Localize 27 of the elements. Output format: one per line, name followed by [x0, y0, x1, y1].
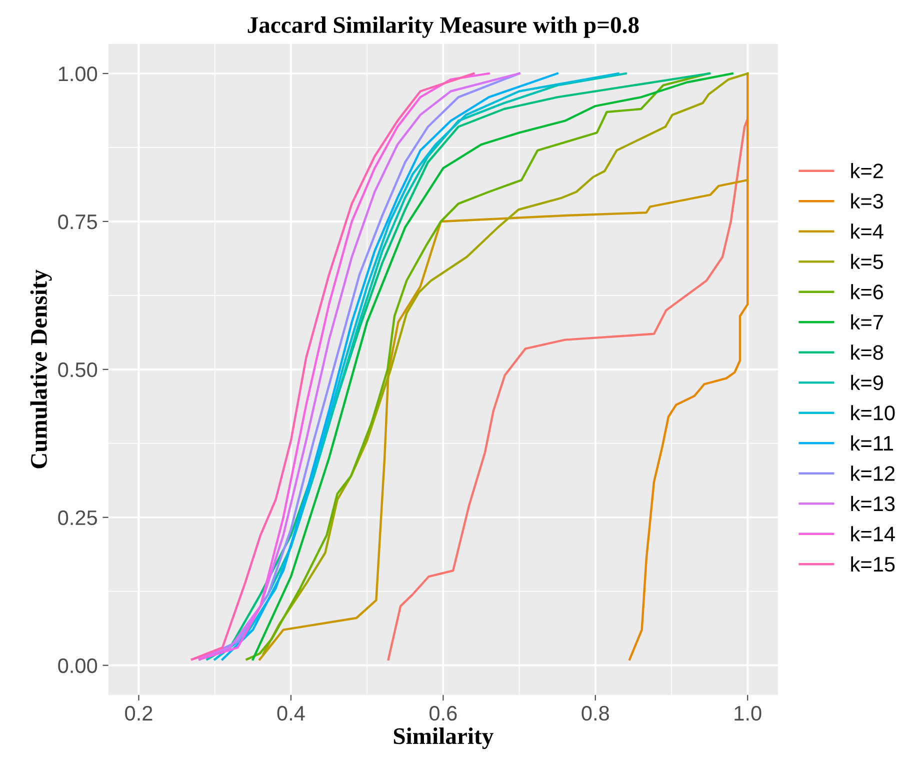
y-tick-label: 1.00	[58, 66, 98, 82]
x-tick-label: 0.8	[582, 706, 609, 721]
y-tick-label: 0.50	[58, 362, 98, 378]
legend-label: k=12	[851, 466, 894, 481]
x-tick-label: 0.2	[125, 706, 152, 721]
y-tick-label: 0.75	[58, 214, 98, 230]
legend-label: k=4	[851, 224, 884, 239]
legend-label: k=13	[851, 496, 895, 512]
x-tick-label: 0.4	[277, 706, 305, 721]
x-axis-title: Similarity	[394, 728, 494, 750]
legend-label: k=5	[851, 254, 884, 270]
legend-label: k=8	[851, 344, 884, 360]
x-tick-label: 1.0	[734, 706, 762, 721]
y-tick-label: 0.25	[58, 510, 98, 526]
legend-label: k=7	[851, 314, 883, 330]
legend-label: k=10	[851, 405, 895, 420]
legend-label: k=6	[851, 284, 884, 300]
y-tick-label: 0.00	[58, 658, 98, 674]
legend-label: k=9	[851, 374, 883, 390]
x-tick-label: 0.6	[430, 706, 457, 721]
legend-label: k=3	[851, 193, 884, 209]
legend-label: k=15	[851, 556, 895, 572]
y-axis-title: Cumulative Density	[30, 270, 52, 468]
legend-label: k=2	[851, 163, 883, 178]
legend-label: k=11	[851, 435, 893, 450]
chart-title: Jaccard Similarity Measure with p=0.8	[248, 16, 639, 38]
legend-label: k=14	[851, 526, 895, 542]
